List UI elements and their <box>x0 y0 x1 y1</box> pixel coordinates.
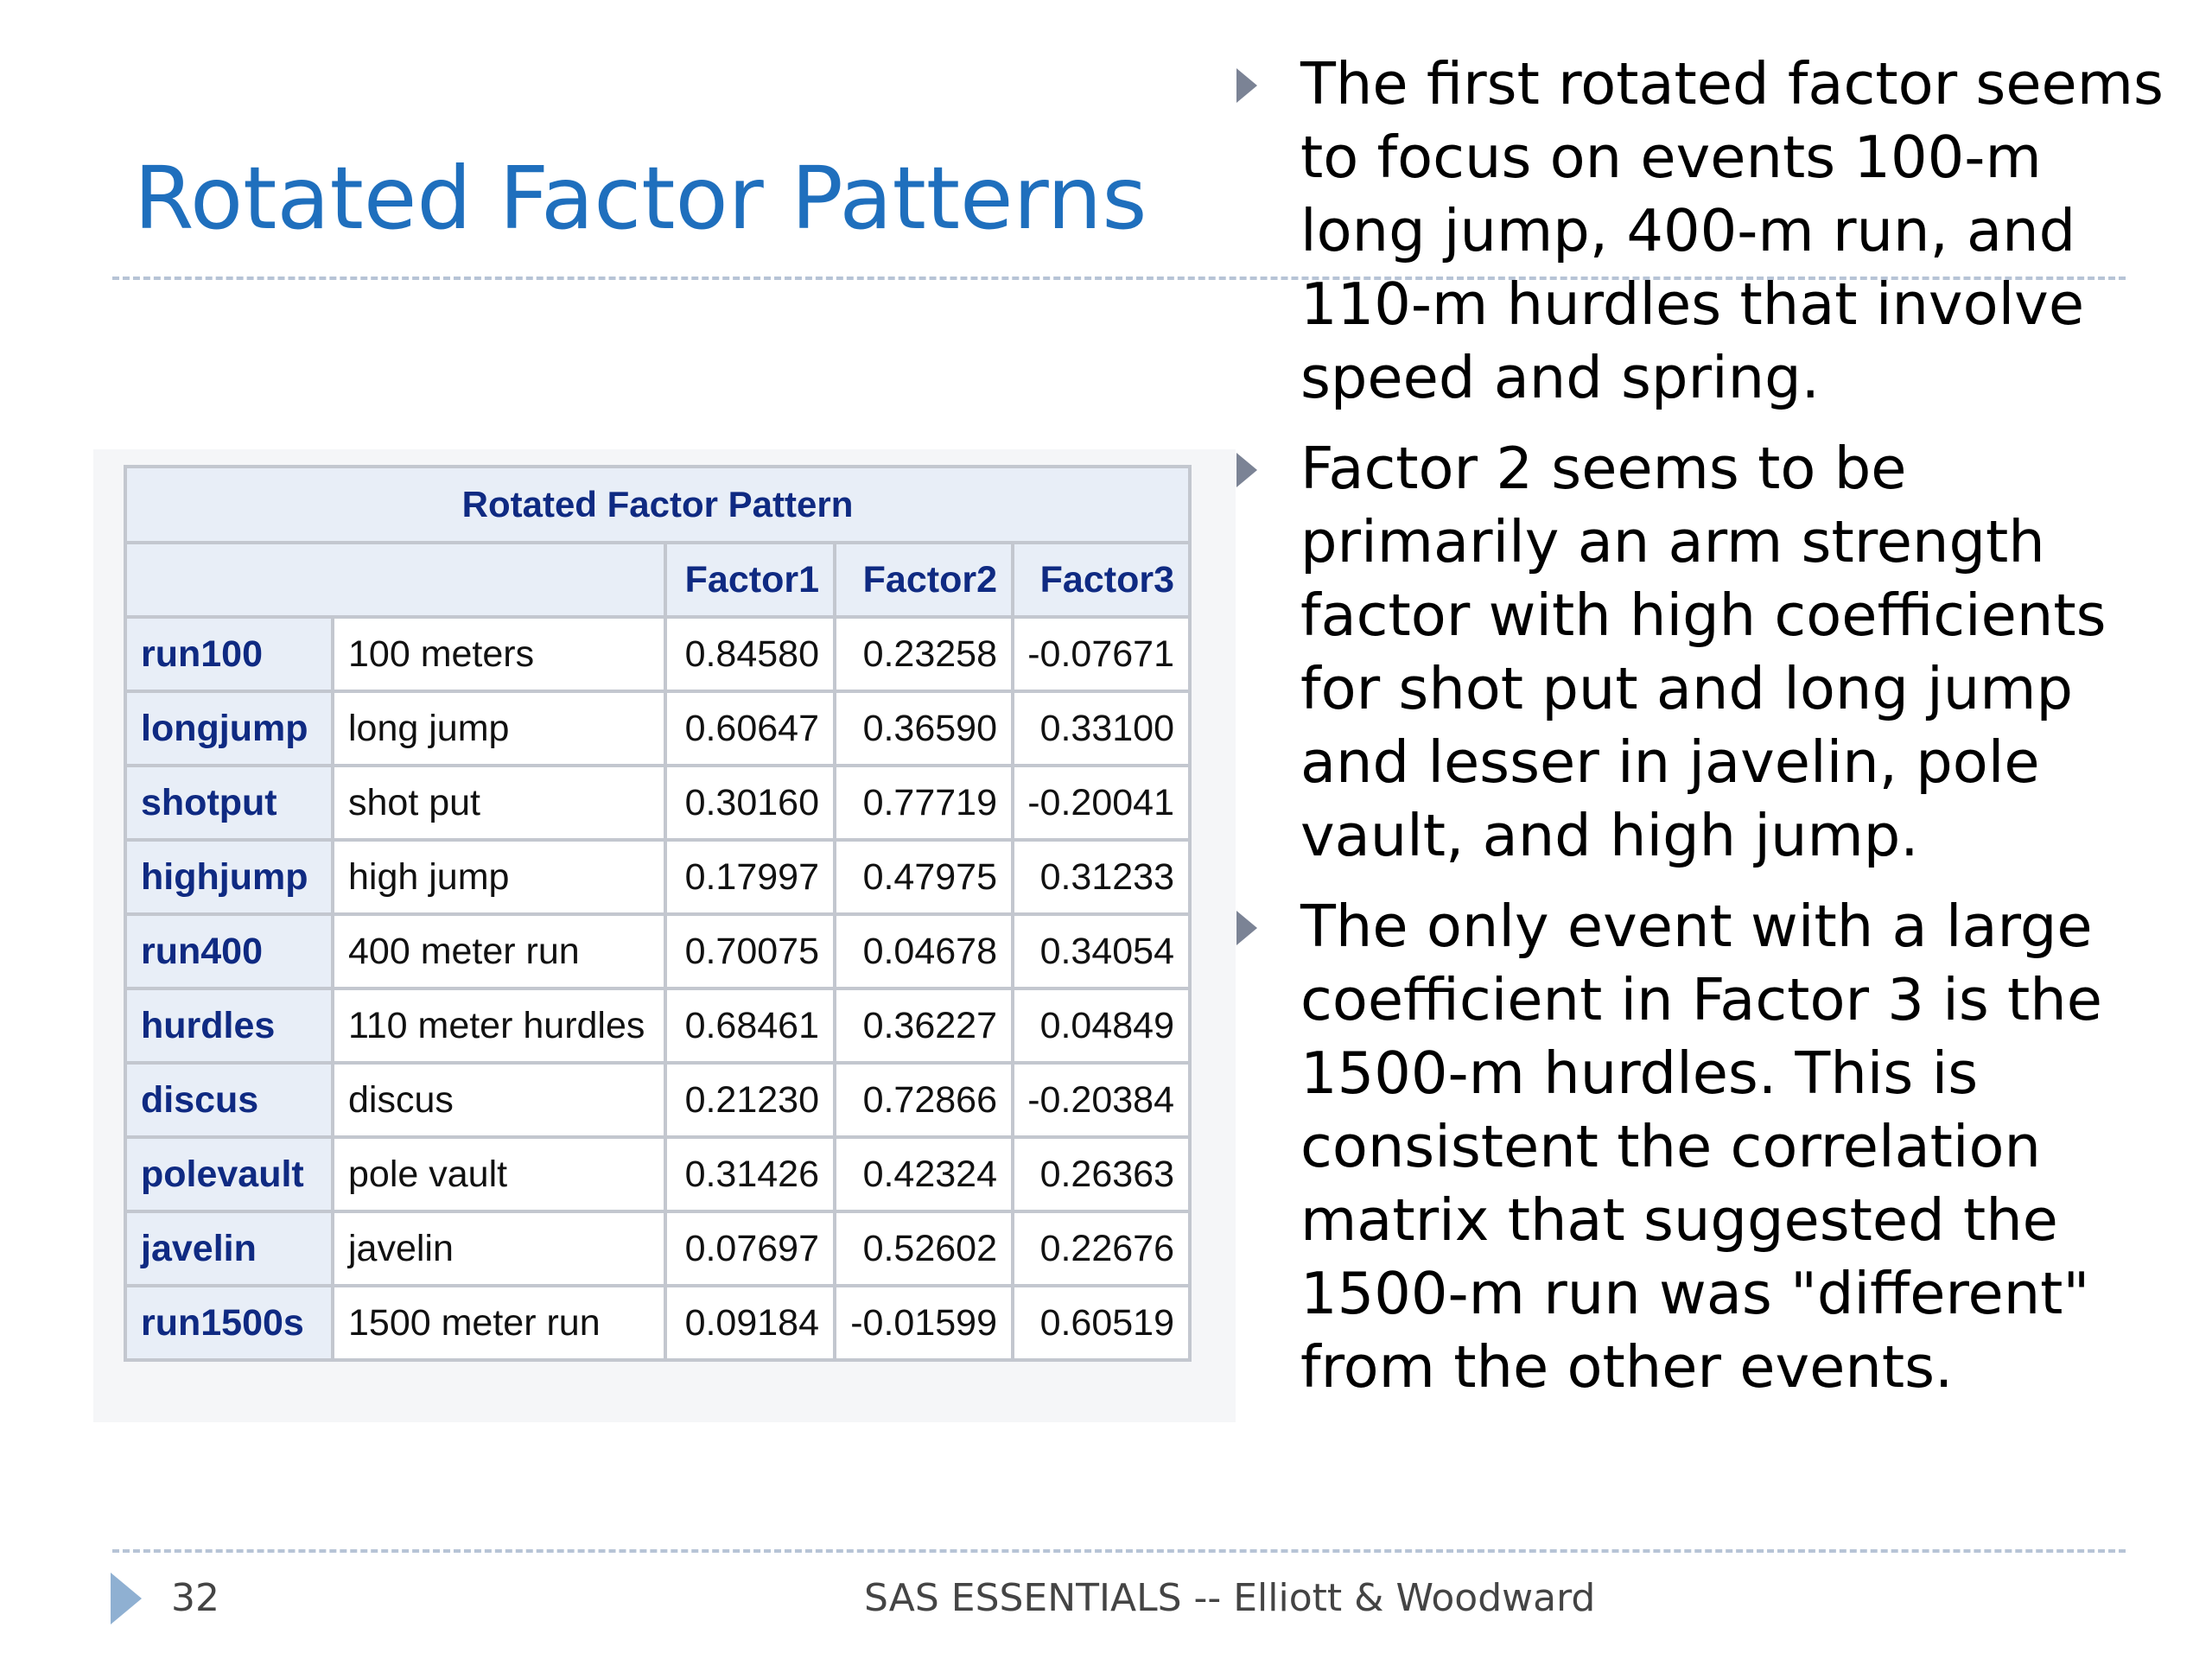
bullet-item: The first rotated factor seems to focus … <box>1231 48 2182 415</box>
factor1-value-cell: 0.68461 <box>664 987 836 1065</box>
factor1-value-cell: 0.09184 <box>664 1284 836 1362</box>
table-row: polevault pole vault 0.31426 0.42324 0.26363 <box>124 1135 1192 1213</box>
table-row: shotput shot put 0.30160 0.77719 -0.20041 <box>124 764 1192 842</box>
factor3-value-cell: 0.26363 <box>1011 1135 1192 1213</box>
header-factor3: Factor3 <box>1011 541 1192 619</box>
bullet-item: The only event with a large coefficient … <box>1231 890 2182 1404</box>
table-row: highjump high jump 0.17997 0.47975 0.31233 <box>124 838 1192 916</box>
variable-label-cell: javelin <box>331 1210 667 1287</box>
bullet-text: Factor 2 seems to be primarily an arm st… <box>1300 435 2107 869</box>
factor1-value-cell: 0.60647 <box>664 690 836 767</box>
variable-name-cell: longjump <box>124 690 334 767</box>
variable-label-cell: high jump <box>331 838 667 916</box>
footer-text: SAS ESSENTIALS -- Elliott & Woodward <box>864 1576 1596 1620</box>
variable-name-cell: polevault <box>124 1135 334 1213</box>
bullet-arrow-icon <box>1236 911 1257 945</box>
factor2-value-cell: 0.77719 <box>833 764 1014 842</box>
factor2-value-cell: 0.72866 <box>833 1061 1014 1139</box>
factor2-value-cell: 0.04678 <box>833 912 1014 990</box>
variable-name-cell: run100 <box>124 615 334 693</box>
factor1-value-cell: 0.31426 <box>664 1135 836 1213</box>
variable-name-cell: hurdles <box>124 987 334 1065</box>
bullet-arrow-icon <box>1236 453 1257 487</box>
variable-name-cell: discus <box>124 1061 334 1139</box>
variable-label-cell: shot put <box>331 764 667 842</box>
table-caption: Rotated Factor Pattern <box>124 465 1192 544</box>
footer-divider <box>112 1549 2126 1553</box>
header-factor1: Factor1 <box>664 541 836 619</box>
header-factor2: Factor2 <box>833 541 1014 619</box>
page-number: 32 <box>171 1576 219 1620</box>
factor2-value-cell: 0.47975 <box>833 838 1014 916</box>
table-row: run400 400 meter run 0.70075 0.04678 0.34054 <box>124 912 1192 990</box>
factor3-value-cell: 0.31233 <box>1011 838 1192 916</box>
bullet-item: Factor 2 seems to be primarily an arm st… <box>1231 432 2182 873</box>
factor1-value-cell: 0.30160 <box>664 764 836 842</box>
factor2-value-cell: -0.01599 <box>833 1284 1014 1362</box>
table-body: run100 100 meters 0.84580 0.23258 -0.07671 lo… <box>124 615 1192 1362</box>
factor1-value-cell: 0.07697 <box>664 1210 836 1287</box>
factor1-value-cell: 0.70075 <box>664 912 836 990</box>
factor2-value-cell: 0.36590 <box>833 690 1014 767</box>
variable-label-cell: 100 meters <box>331 615 667 693</box>
factor2-value-cell: 0.23258 <box>833 615 1014 693</box>
title-divider <box>112 276 2126 280</box>
bullet-list: The first rotated factor seems to focus … <box>1231 48 2182 1421</box>
variable-name-cell: highjump <box>124 838 334 916</box>
variable-name-cell: run1500s <box>124 1284 334 1362</box>
factor2-value-cell: 0.42324 <box>833 1135 1014 1213</box>
table-row: run100 100 meters 0.84580 0.23258 -0.07671 <box>124 615 1192 693</box>
variable-label-cell: pole vault <box>331 1135 667 1213</box>
factor1-value-cell: 0.21230 <box>664 1061 836 1139</box>
bullet-text: The only event with a large coefficient … <box>1300 893 2102 1401</box>
corner-header <box>124 541 667 619</box>
variable-name-cell: shotput <box>124 764 334 842</box>
factor3-value-cell: -0.20041 <box>1011 764 1192 842</box>
footer-arrow-icon <box>111 1573 142 1624</box>
variable-name-cell: javelin <box>124 1210 334 1287</box>
bullet-arrow-icon <box>1236 68 1257 103</box>
factor3-value-cell: 0.22676 <box>1011 1210 1192 1287</box>
factor1-value-cell: 0.17997 <box>664 838 836 916</box>
variable-label-cell: 1500 meter run <box>331 1284 667 1362</box>
rotated-factor-pattern-table: Rotated Factor Pattern Factor1 Factor2 F… <box>124 465 1192 1362</box>
table-row: discus discus 0.21230 0.72866 -0.20384 <box>124 1061 1192 1139</box>
variable-label-cell: long jump <box>331 690 667 767</box>
factor3-value-cell: 0.34054 <box>1011 912 1192 990</box>
factor3-value-cell: 0.33100 <box>1011 690 1192 767</box>
variable-label-cell: discus <box>331 1061 667 1139</box>
factor2-value-cell: 0.52602 <box>833 1210 1014 1287</box>
variable-label-cell: 110 meter hurdles <box>331 987 667 1065</box>
variable-label-cell: 400 meter run <box>331 912 667 990</box>
table-row: javelin javelin 0.07697 0.52602 0.22676 <box>124 1210 1192 1287</box>
factor3-value-cell: 0.04849 <box>1011 987 1192 1065</box>
variable-name-cell: run400 <box>124 912 334 990</box>
factor3-value-cell: -0.07671 <box>1011 615 1192 693</box>
factor1-value-cell: 0.84580 <box>664 615 836 693</box>
factor3-value-cell: -0.20384 <box>1011 1061 1192 1139</box>
table-row: hurdles 110 meter hurdles 0.68461 0.36227 0.… <box>124 987 1192 1065</box>
factor3-value-cell: 0.60519 <box>1011 1284 1192 1362</box>
bullet-text: The first rotated factor seems to focus … <box>1300 50 2164 411</box>
table-row: run1500s 1500 meter run 0.09184 -0.01599 0.6… <box>124 1284 1192 1362</box>
factor2-value-cell: 0.36227 <box>833 987 1014 1065</box>
table-row: longjump long jump 0.60647 0.36590 0.33100 <box>124 690 1192 767</box>
slide-title: Rotated Factor Patterns <box>134 148 1147 249</box>
